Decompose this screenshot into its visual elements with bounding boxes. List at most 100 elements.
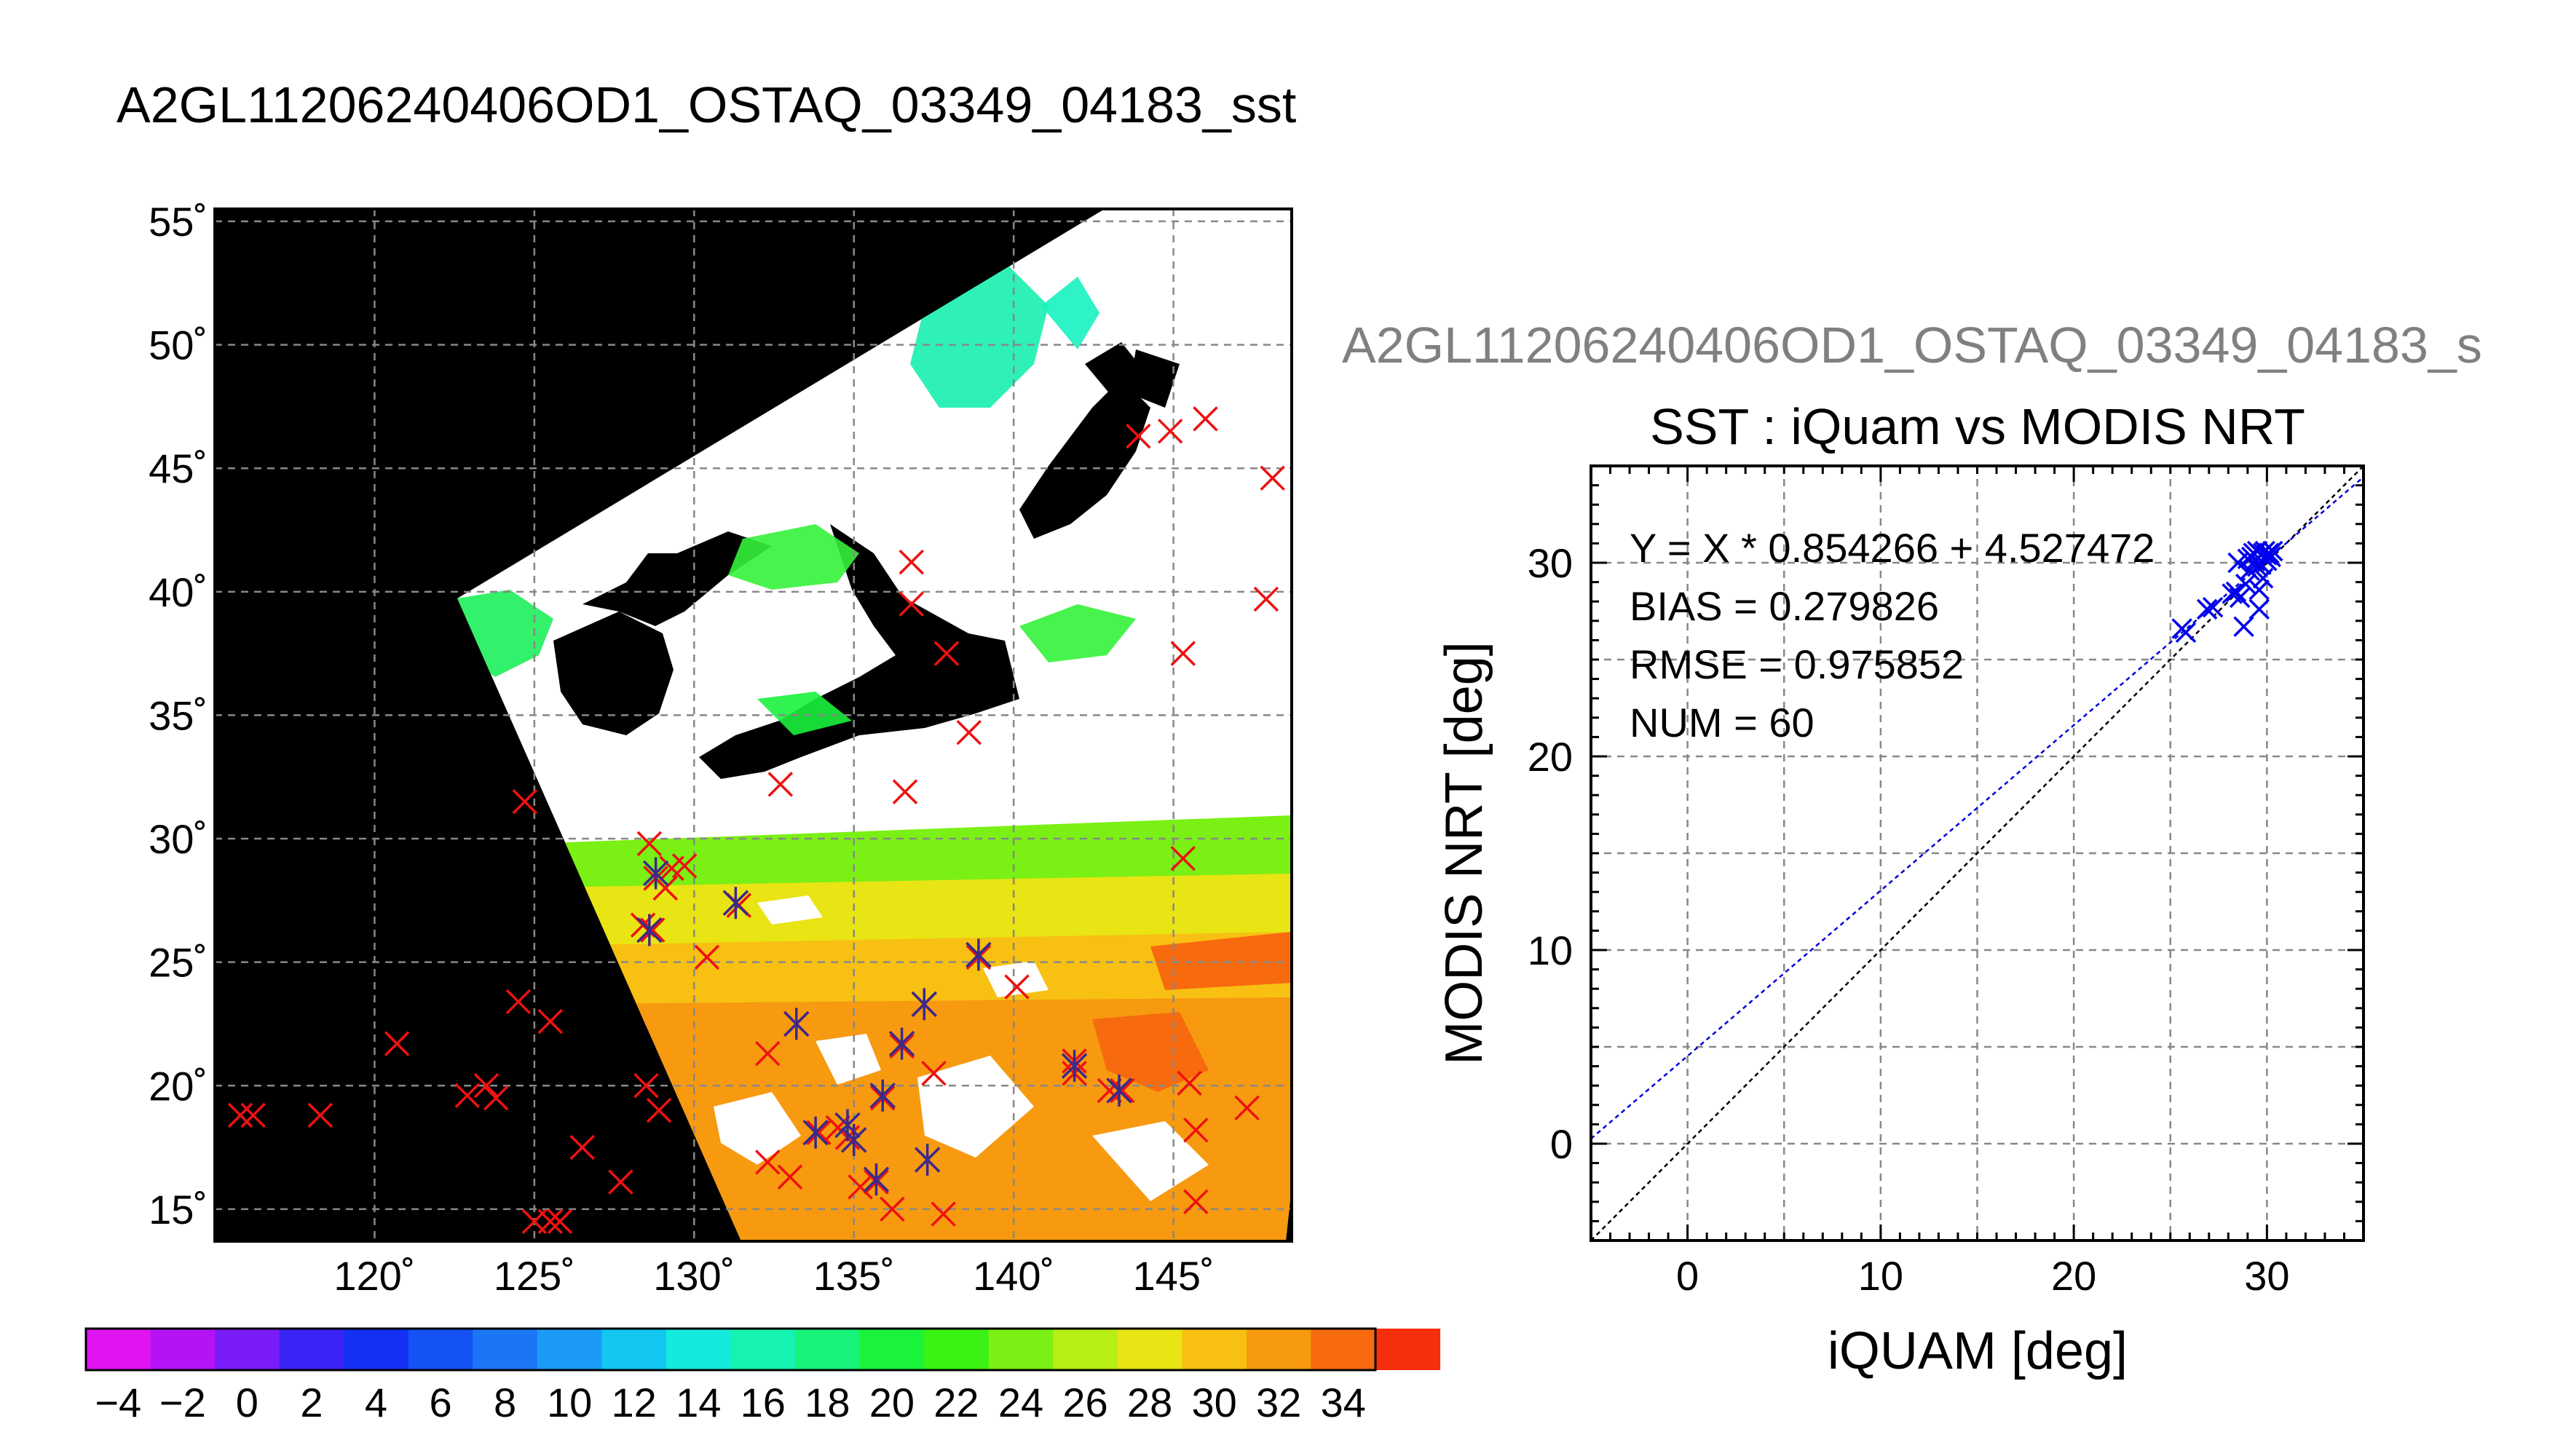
iquam-marker [537,1208,564,1235]
collocated-marker [636,914,663,946]
land-mass [1129,349,1180,408]
colorbar-tick-label: 22 [933,1380,979,1425]
iquam-marker-stroke [933,641,960,666]
collocated-marker [841,1123,867,1156]
colorbar-tick-label: 14 [676,1380,721,1425]
map-frame [213,207,1293,1243]
iquam-marker [1126,423,1151,449]
colorbar-tick-label: 4 [365,1380,387,1425]
one-to-one-line [1591,466,2364,1241]
colorbar-tick-label: 0 [236,1380,258,1425]
scatter-point-stroke [2248,579,2270,601]
iquam-marker-stroke [1183,1117,1209,1143]
colorbar-segment [601,1329,667,1370]
longitude-tick-labels: 120˚ 125˚ 130˚ 135˚ 140˚ 145˚ [333,1253,1214,1299]
collocated-marker [1061,1050,1088,1083]
collocated-marker [965,938,992,971]
land-mass [583,531,772,626]
iquam-marker-stroke [1170,641,1196,666]
latitude-tick-labels: 15˚ 20˚ 25˚ 30˚ 35˚ 40˚ 45˚ 50˚ 55˚ [149,199,208,1233]
colorbar-segment [795,1329,861,1370]
iquam-marker-stroke [767,772,794,797]
iquam-marker [240,1102,266,1128]
iquam-marker [1193,406,1218,432]
iquam-marker-stroke [537,1008,564,1034]
iquam-marker-stroke [1097,1077,1123,1104]
collocated-marker [722,887,749,919]
iquam-marker [1260,465,1285,491]
scatter-point [2233,616,2254,638]
iquam-marker [931,1201,956,1227]
scatter-point-stroke [2235,574,2256,595]
scatter-x-tick-labels: 0 10 20 30 [1676,1253,2289,1299]
scatter-x-tick-label: 20 [2051,1253,2096,1299]
iquam-marker [483,1085,509,1111]
colorbar-tick-label: 26 [1062,1380,1107,1425]
iquam-marker-stroke [1177,1070,1202,1096]
cool-sst-patch [1041,277,1099,349]
iquam-marker [640,917,666,943]
map-y-tick-label: 35˚ [149,692,208,738]
iquam-marker-stroke [1260,465,1285,491]
colorbar-segment [86,1329,151,1370]
iquam-marker [1177,1070,1202,1096]
colorbar-segment [408,1329,473,1370]
scatter-reference-lines [1591,466,2364,1241]
colorbar-segment [730,1329,796,1370]
scatter-points [2171,540,2283,643]
iquam-marker [755,1150,781,1175]
iquam-marker-stroke [1193,406,1218,432]
cloud-gap [714,1092,801,1165]
colorbar: −4 −2 0 2 4 6 8 10 12 14 16 18 20 22 24 26 28 30 32 34 [84,1327,1441,1425]
colorbar-tick-label: 30 [1191,1380,1236,1425]
scatter-point-stroke [2225,581,2247,603]
iquam-marker-stroke [671,853,698,879]
scatter-y-tick-label: 10 [1528,927,1573,973]
iquam-marker-stroke [806,1120,832,1145]
colorbar-segment [1053,1329,1118,1370]
scatter-point [2248,579,2270,601]
iquam-marker-stroke [240,1102,266,1128]
iquam-marker [1170,641,1196,666]
iquam-marker [806,1120,832,1145]
scatter-y-tick-label: 0 [1550,1121,1573,1167]
iquam-marker-stroke [694,944,720,970]
colorbar-tick-label: 18 [805,1380,850,1425]
iquam-marker [547,1208,573,1235]
iquam-marker [671,853,698,879]
iquam-marker-stroke [1253,586,1279,612]
iquam-marker [384,1031,410,1056]
map-y-tick-label: 30˚ [149,816,208,862]
iquam-marker [1234,1095,1260,1121]
colorbar-tick-label: 2 [300,1380,323,1425]
iquam-marker-stroke [473,1073,499,1099]
colorbar-segment [666,1329,731,1370]
iquam-marker-stroke [848,1174,873,1200]
colorbar-segment [924,1329,990,1370]
figure-title: A2GL11206240406OD1_OSTAQ_03349_04183_sst [117,76,1296,133]
stats-line: RMSE = 0.975852 [1630,641,1964,687]
iquam-marker [537,1008,564,1034]
sst-map-panel: 120˚ 125˚ 130˚ 135˚ 140˚ 145˚ 15˚ 20˚ 25˚ 30˚ 35˚… [149,199,1293,1299]
collocated-marker [802,1116,829,1149]
iquam-marker [1183,1117,1209,1143]
collocated-marker [642,857,669,890]
scatter-point [2202,596,2224,618]
collocated-marker [783,1008,810,1040]
iquam-marker-stroke [569,1134,595,1160]
iquam-marker-stroke [636,831,663,857]
iquam-marker [1110,1077,1135,1104]
scatter-y-tick-label: 30 [1528,540,1573,586]
colorbar-tick-label: 20 [869,1380,915,1425]
iquam-marker [1004,974,1030,1000]
iquam-marker [767,772,794,797]
scatter-grid [1591,466,2364,1241]
colorbar-frame [84,1327,1377,1372]
map-x-tick-label: 145˚ [1133,1253,1215,1299]
scatter-y-tick-labels: 0 10 20 30 [1528,540,1573,1167]
iquam-marker-stroke [537,1208,564,1235]
colorbar-tick-label: −2 [159,1380,206,1425]
iquam-marker-stroke [640,917,666,943]
collocated-marker [911,988,938,1021]
colorbar-tick-label: −4 [95,1380,141,1425]
